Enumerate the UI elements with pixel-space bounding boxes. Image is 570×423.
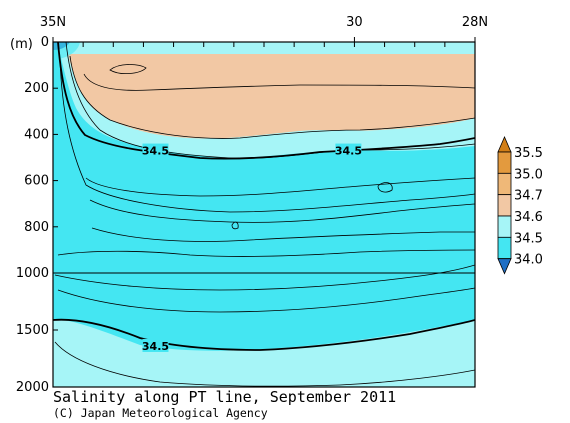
contour-label-bg bbox=[142, 338, 169, 352]
y-unit-label: (m) bbox=[10, 37, 33, 52]
y-tick-label: 400 bbox=[24, 127, 49, 142]
colorbar-label: 34.0 bbox=[514, 253, 543, 268]
x-tick-label: 28N bbox=[462, 15, 488, 30]
colorbar-label: 34.7 bbox=[514, 189, 543, 204]
credit-text: (C) Japan Meteorological Agency bbox=[53, 406, 268, 420]
contour-line bbox=[57, 287, 475, 313]
colorbar-label: 34.6 bbox=[514, 210, 543, 225]
colorbar-band bbox=[497, 215, 512, 238]
y-tick-label: 0 bbox=[41, 35, 49, 50]
surface-band-34.7 bbox=[68, 54, 475, 139]
x-tick-label: 30 bbox=[346, 15, 363, 30]
colorbar-band bbox=[497, 194, 512, 217]
plot-fill-layers bbox=[53, 42, 475, 387]
colorbar-label: 35.0 bbox=[514, 167, 543, 182]
thin-contours bbox=[54, 42, 475, 387]
contour-labels: 34.5 34.5 34.5 bbox=[142, 143, 362, 353]
contour-line bbox=[109, 64, 147, 74]
contour-label: 34.5 bbox=[142, 340, 169, 353]
isohaline-upper-34.5 bbox=[57, 42, 475, 160]
colorbar-bottom-triangle bbox=[497, 258, 512, 275]
y-tick-label: 1500 bbox=[16, 323, 49, 338]
contour-line bbox=[91, 227, 475, 242]
contour-line bbox=[57, 249, 475, 257]
isohaline-lower-34.5 bbox=[53, 318, 475, 351]
contour-label-bg bbox=[335, 143, 362, 157]
contour-label: 34.5 bbox=[335, 145, 362, 158]
contour-line bbox=[83, 73, 475, 91]
bold-contours bbox=[53, 42, 475, 351]
y-tick-label: 200 bbox=[24, 81, 49, 96]
y-tick-label: 600 bbox=[24, 174, 49, 189]
colorbar-top-triangle bbox=[497, 135, 512, 153]
x-tick-label: 35N bbox=[40, 15, 66, 30]
y-tick-label: 2000 bbox=[16, 380, 49, 395]
contour-line bbox=[54, 341, 475, 387]
station-ticks bbox=[52, 42, 476, 47]
contour-line bbox=[231, 221, 239, 230]
deep-water-region bbox=[53, 319, 475, 387]
contour-label: 34.5 bbox=[142, 145, 169, 158]
chart-title: Salinity along PT line, September 2011 bbox=[53, 388, 396, 406]
colorbar-label: 34.5 bbox=[514, 231, 543, 246]
contour-line bbox=[69, 55, 475, 139]
colorbar: 35.5 35.0 34.7 34.6 34.5 34.0 bbox=[497, 135, 543, 275]
contour-line bbox=[377, 182, 393, 193]
contour-line bbox=[89, 199, 475, 223]
contour-label-bg bbox=[142, 143, 169, 157]
colorbar-label: 35.5 bbox=[514, 146, 543, 161]
colorbar-band bbox=[497, 151, 512, 174]
y-tick-label: 1000 bbox=[16, 266, 49, 281]
colorbar-band bbox=[497, 172, 512, 196]
contour-line bbox=[85, 177, 475, 197]
contour-line bbox=[59, 59, 475, 213]
y-tick-label: 800 bbox=[24, 220, 49, 235]
colorbar-band bbox=[497, 236, 512, 260]
y-tick-labels: 0 200 400 600 800 1000 1500 2000 bbox=[16, 35, 58, 395]
x-tick-labels: 35N 30 28N bbox=[40, 15, 488, 42]
